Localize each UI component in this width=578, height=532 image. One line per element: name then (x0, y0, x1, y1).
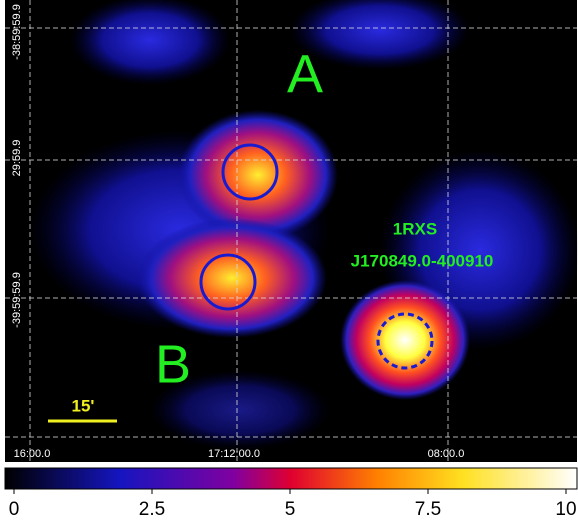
source-b (137, 218, 327, 338)
colorbar-tick-label: 0 (9, 499, 20, 520)
ra-label: 16:00.0 (14, 448, 51, 460)
dec-label: 29:59.9 (11, 140, 23, 177)
emission (290, 0, 470, 70)
ra-label: 17:12:00.0 (208, 448, 260, 460)
colorbar-tick-label: 7.5 (415, 499, 441, 520)
colorbar (4, 467, 578, 490)
label-a: A (287, 44, 323, 104)
region-circle (221, 143, 279, 201)
source-rxs (340, 280, 470, 400)
colorbar-tick-label: 10 (555, 499, 576, 520)
source-a (178, 110, 338, 240)
colorbar-tick-label: 5 (285, 499, 296, 520)
label-b: B (155, 334, 191, 394)
emission (70, 0, 230, 85)
colorbar-tick-label: 2.5 (139, 499, 165, 520)
ra-label: 08:00.0 (428, 448, 465, 460)
source-name: J170849.0-400910 (351, 251, 494, 270)
dec-label: -39:59:59.9 (11, 272, 23, 328)
scale-label: 15' (72, 396, 95, 415)
region-circle (199, 253, 257, 311)
dec-label: -38:59:59.9 (11, 4, 23, 60)
source-name: 1RXS (393, 219, 437, 238)
region-circle (376, 312, 434, 370)
emission (150, 370, 330, 450)
coord-grid (5, 0, 577, 462)
sky-image (5, 0, 578, 462)
